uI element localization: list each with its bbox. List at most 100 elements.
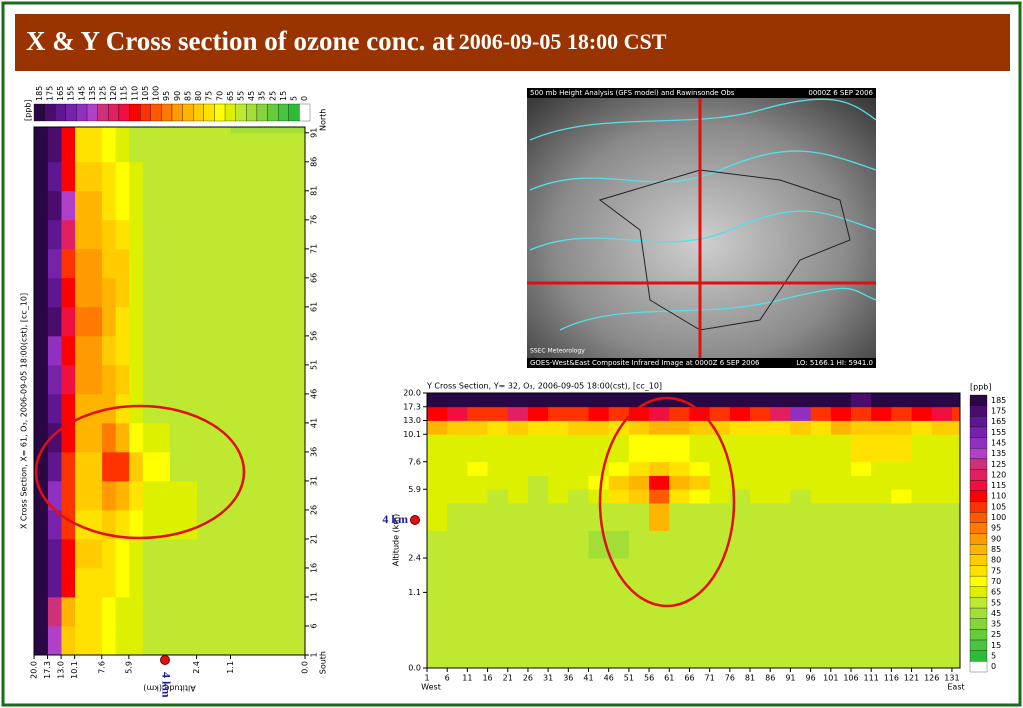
grid-end-label: East [947, 683, 964, 692]
colorbar-tick-label: 185 [35, 86, 44, 101]
heatmap-cell [230, 190, 306, 221]
heatmap-cell [115, 132, 130, 163]
heatmap-cell [931, 461, 953, 476]
heatmap-cell [649, 393, 670, 408]
heatmap-cell [101, 509, 116, 540]
heatmap-cell [911, 461, 933, 476]
height-contours [529, 98, 877, 331]
heatmap-cell [74, 422, 103, 453]
grid-tick-label: 36 [563, 674, 573, 683]
heatmap-cell [891, 406, 912, 421]
heatmap-cell [810, 420, 832, 435]
heatmap-cell [142, 127, 170, 134]
heatmap-cell [115, 625, 130, 656]
heatmap-cell [527, 503, 549, 531]
heatmap-cell [891, 558, 912, 593]
colorbar-tick-label: 35 [258, 91, 267, 101]
colorbar-swatch [140, 103, 151, 122]
heatmap-cell [871, 592, 892, 669]
heatmap-cell [850, 393, 872, 408]
grid-tick-label: 26 [523, 674, 533, 683]
heatmap-cell [689, 434, 711, 463]
grid-tick-label: 46 [604, 674, 614, 683]
heatmap-cell [115, 190, 130, 221]
heatmap-cell [115, 219, 130, 250]
heatmap-cell [850, 489, 872, 504]
colorbar-swatch [150, 103, 162, 122]
colorbar-tick-label: 145 [77, 86, 86, 101]
heatmap-cell [951, 475, 961, 490]
heatmap-cell [810, 475, 832, 490]
layer-tick-label: 5.9 [124, 661, 133, 674]
heatmap-cell [568, 592, 589, 669]
heatmap-cell [931, 558, 953, 593]
heatmap-cell [608, 489, 630, 504]
colorbar-tick-label: 185 [991, 396, 1006, 405]
heatmap-cell [34, 538, 48, 569]
grid-tick-label: 111 [864, 674, 879, 683]
heatmap-cell [128, 219, 143, 250]
heatmap-cell [628, 592, 650, 669]
heatmap-cell [142, 451, 170, 482]
heatmap-cell [47, 567, 62, 598]
heatmap-cell [47, 596, 62, 627]
heatmap-cell [588, 393, 610, 408]
colorbar-tick-label: 85 [991, 545, 1001, 554]
heatmap-cell [770, 530, 791, 559]
heatmap-cell [568, 503, 589, 531]
grid-tick-label: 21 [310, 534, 319, 544]
heatmap-cell [931, 503, 953, 531]
colorbar-tick-label: 65 [226, 91, 235, 101]
heatmap-cell [47, 306, 62, 337]
heatmap-cell [467, 393, 488, 408]
heatmap-cell [230, 306, 306, 337]
heatmap-cell [115, 422, 130, 453]
colorbar-tick-label: 165 [991, 417, 1006, 426]
colorbar-tick-label: 65 [991, 588, 1001, 597]
heatmap-cell [169, 422, 197, 453]
heatmap-cell [810, 503, 832, 531]
heatmap-cell [931, 393, 953, 408]
heatmap-cell [548, 393, 569, 408]
heatmap-cell [230, 248, 306, 279]
heatmap-cell [196, 306, 231, 337]
heatmap-cell [74, 127, 103, 134]
heatmap-cell [61, 161, 76, 192]
grid-tick-label: 81 [745, 674, 755, 683]
heatmap-cell [142, 132, 170, 163]
heatmap-cell [61, 422, 76, 453]
heatmap-cell [467, 592, 488, 669]
heatmap-cell [61, 538, 76, 569]
heatmap-cell [931, 489, 953, 504]
heatmap-cell [47, 248, 62, 279]
heatmap-cell [196, 538, 231, 569]
heatmap-cell [951, 434, 961, 463]
heatmap-cell [74, 364, 103, 395]
heatmap-cell [447, 406, 468, 421]
heatmap-cell [750, 393, 771, 408]
layer-tick-label: 2.4 [408, 554, 421, 563]
heatmap-cell [230, 422, 306, 453]
heatmap-cell [790, 475, 811, 490]
grid-tick-label: 86 [765, 674, 775, 683]
heatmap-cell [891, 530, 912, 559]
heatmap-cell [487, 393, 509, 408]
colorbar-swatch [969, 533, 988, 545]
heatmap-cell [951, 406, 961, 421]
heatmap-cell [47, 190, 62, 221]
heatmap-cell [649, 592, 670, 669]
heatmap-cell [447, 475, 468, 490]
heatmap-cell [128, 422, 143, 453]
heatmap-cell [487, 434, 509, 463]
colorbar-tick-label: 15 [279, 91, 288, 101]
heatmap-cell [34, 393, 48, 424]
heatmap-cell [74, 451, 103, 482]
heatmap-cell [911, 489, 933, 504]
layer-tick-label: 5.9 [408, 485, 421, 494]
colorbar-tick-label: 15 [991, 641, 1001, 650]
heatmap-cell [770, 461, 791, 476]
heatmap-cell [101, 538, 116, 569]
heatmap-cell [427, 592, 448, 669]
colorbar-tick-label: 175 [45, 86, 54, 101]
heatmap-cell [830, 489, 852, 504]
